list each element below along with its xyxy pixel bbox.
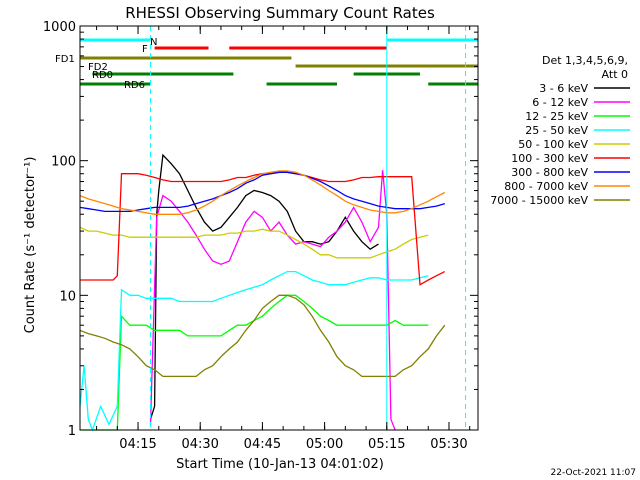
series-line-5 (80, 171, 446, 286)
flag-bar-label-5: RD6 (124, 80, 145, 91)
x-tick-label: 04:45 (244, 437, 281, 452)
legend-entry-label-7: 800 - 7000 keV (504, 180, 588, 193)
flag-bar-label-0: N (150, 37, 157, 48)
chart-title: RHESSI Observing Summary Count Rates (125, 4, 435, 22)
legend-entry-label-8: 7000 - 15000 keV (490, 194, 588, 207)
series-line-1 (149, 170, 396, 431)
generation-timestamp: 22-Oct-2021 11:07 (551, 468, 636, 478)
flag-bar-label-2: FD1 (55, 54, 75, 65)
legend-entry-label-0: 3 - 6 keV (539, 82, 588, 95)
flag-bar-label-4: RD0 (92, 70, 113, 81)
legend-entry-label-2: 12 - 25 keV (525, 110, 588, 123)
series-line-3 (79, 270, 429, 432)
x-tick-label: 05:00 (306, 437, 343, 452)
series-line-2 (80, 294, 429, 431)
series-line-4 (79, 226, 429, 259)
flag-bar-label-3: FD2 (88, 62, 108, 73)
legend-entry-label-3: 25 - 50 keV (525, 124, 588, 137)
flag-bar-label-1: F (142, 44, 148, 55)
x-tick-label: 05:30 (430, 437, 467, 452)
x-tick-label: 04:30 (181, 437, 218, 452)
legend-entry-label-5: 100 - 300 keV (511, 152, 588, 165)
axes: 1 10 100 1000 04:15 04:30 04:45 05:00 05:15 05:30 (43, 20, 479, 452)
legend-header-line-2: Att 0 (602, 68, 628, 81)
y-tick-label: 1000 (43, 20, 76, 35)
x-tick-label: 05:15 (368, 437, 405, 452)
series-line-8 (79, 294, 446, 378)
mode-vertical-lines (149, 26, 467, 430)
y-tick-label: 10 (59, 289, 76, 304)
plot-frame (79, 25, 479, 431)
legend-entry-label-6: 300 - 800 keV (511, 166, 588, 179)
y-tick-label: 100 (51, 155, 76, 170)
legend-entry-label-1: 6 - 12 keV (532, 96, 588, 109)
y-axis-label: Count Rate (s⁻¹ detector⁻¹) (23, 157, 38, 334)
legend-entry-label-4: 50 - 100 keV (518, 138, 588, 151)
series-line-6 (79, 171, 445, 213)
x-tick-label: 04:15 (119, 437, 156, 452)
series-line-7 (79, 170, 446, 215)
series-lines (79, 153, 446, 432)
legend-header-line-1: Det 1,3,4,5,6,9, (542, 54, 628, 67)
x-axis-label: Start Time (10-Jan-13 04:01:02) (176, 457, 384, 472)
y-tick-label: 1 (68, 424, 76, 439)
